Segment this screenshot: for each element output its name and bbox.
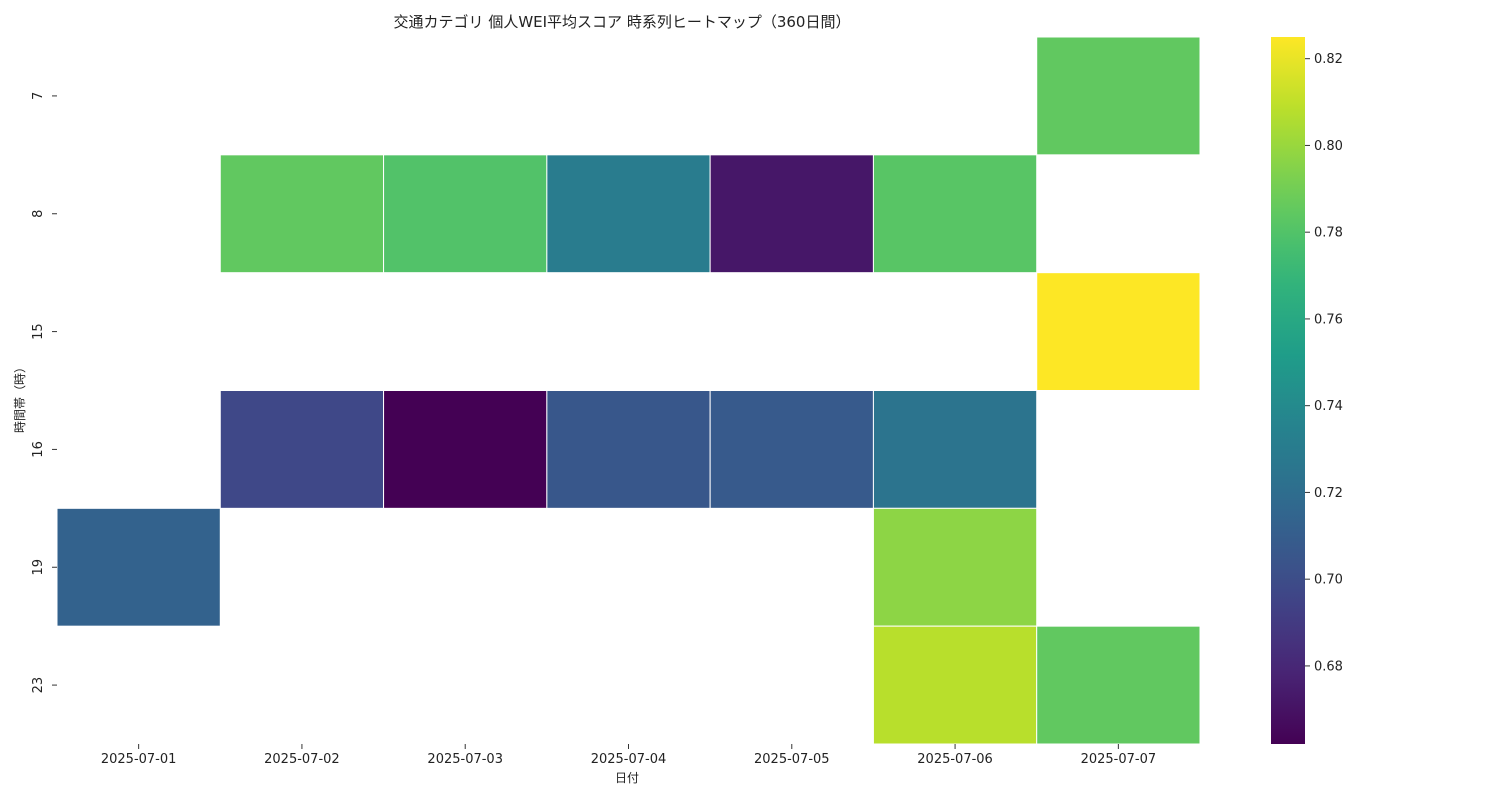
x-tick-label: 2025-07-04: [591, 752, 667, 767]
colorbar-tick-label: 0.72: [1314, 486, 1343, 501]
colorbar-tick-label: 0.70: [1314, 573, 1343, 588]
heatmap-cell: [1036, 272, 1201, 391]
y-tick-label: 16: [31, 441, 46, 458]
x-tick-label: 2025-07-07: [1081, 752, 1157, 767]
heatmap-cells: [56, 36, 1201, 745]
x-tick-label: 2025-07-01: [101, 752, 177, 767]
x-tick-label: 2025-07-06: [917, 752, 993, 767]
heatmap-cell: [383, 390, 548, 509]
x-tick-label: 2025-07-05: [754, 752, 830, 767]
y-tick-label: 7: [31, 92, 46, 100]
colorbar-tick-label: 0.68: [1314, 659, 1343, 674]
heatmap-cell: [546, 154, 711, 274]
x-tick-label: 2025-07-03: [427, 752, 503, 767]
x-axis-ticks: 2025-07-01 2025-07-02 2025-07-03 2025-07-04…: [101, 744, 1156, 767]
heatmap-cell: [709, 154, 874, 274]
colorbar: 0.68 0.70 0.72 0.74 0.76 0.78 0.80 0.82: [1271, 37, 1343, 744]
heatmap-cell: [872, 625, 1038, 745]
heatmap-cell: [872, 154, 1038, 274]
heatmap-cell: [1036, 625, 1201, 745]
colorbar-tick-label: 0.82: [1314, 52, 1343, 67]
heatmap-cell: [872, 390, 1038, 509]
heatmap-cell: [546, 390, 711, 509]
y-axis-label: 時間帯（時）: [13, 361, 27, 433]
colorbar-tick-label: 0.74: [1314, 399, 1343, 414]
colorbar-gradient: [1271, 37, 1305, 744]
colorbar-tick-label: 0.80: [1314, 139, 1343, 154]
heatmap-cell: [56, 507, 221, 627]
heatmap-cell: [383, 154, 548, 274]
heatmap-cell: [219, 154, 385, 274]
heatmap-cell: [872, 507, 1038, 627]
y-tick-label: 23: [31, 677, 46, 694]
y-tick-label: 19: [31, 559, 46, 576]
chart-title: 交通カテゴリ 個人WEI平均スコア 時系列ヒートマップ（360日間）: [394, 13, 851, 31]
y-tick-label: 8: [31, 210, 46, 218]
heatmap-cell: [219, 390, 385, 509]
y-tick-label: 15: [31, 323, 46, 340]
colorbar-tick-label: 0.76: [1314, 312, 1343, 327]
x-axis-label: 日付: [615, 771, 639, 785]
heatmap-cell: [709, 390, 874, 509]
x-tick-label: 2025-07-02: [264, 752, 340, 767]
colorbar-tick-label: 0.78: [1314, 226, 1343, 241]
heatmap-cell: [1036, 36, 1201, 156]
y-axis-ticks: 7 8 15 16 19 23: [31, 92, 57, 694]
